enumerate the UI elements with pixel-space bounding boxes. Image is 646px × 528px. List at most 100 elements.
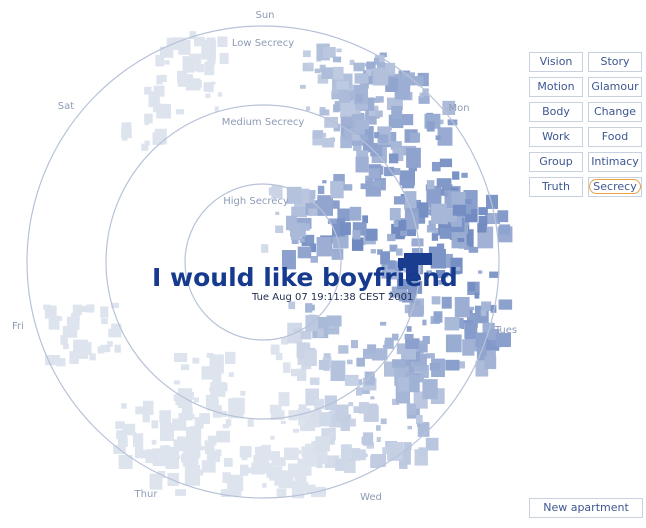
square	[388, 153, 399, 164]
square	[219, 52, 229, 64]
square	[208, 442, 214, 450]
button-label: Truth	[542, 180, 570, 193]
square	[462, 339, 475, 356]
square	[199, 412, 210, 424]
category-button[interactable]: Work	[529, 127, 583, 147]
square	[318, 359, 330, 370]
square	[338, 345, 349, 354]
category-button[interactable]: Story	[588, 52, 642, 72]
square	[144, 140, 150, 146]
square	[207, 435, 217, 446]
square	[301, 234, 315, 247]
square	[217, 36, 228, 48]
square	[452, 204, 467, 216]
square	[117, 438, 128, 447]
square	[435, 269, 446, 279]
square	[437, 127, 453, 146]
square	[336, 81, 349, 90]
square	[283, 362, 291, 373]
square	[349, 59, 355, 66]
square	[435, 135, 441, 141]
square	[332, 66, 344, 80]
square	[156, 74, 167, 83]
square	[393, 196, 406, 205]
square	[180, 364, 190, 371]
square	[251, 462, 265, 475]
square	[45, 354, 61, 366]
square	[305, 303, 313, 313]
new-button[interactable]: New apartment	[529, 498, 643, 518]
square	[455, 266, 461, 271]
square	[177, 74, 194, 87]
square	[379, 52, 387, 58]
category-button[interactable]: Food	[588, 127, 642, 147]
category-button[interactable]: Group	[529, 152, 583, 172]
square	[220, 489, 232, 498]
category-button[interactable]: Truth	[529, 177, 583, 197]
square	[302, 50, 311, 58]
square	[275, 352, 283, 361]
square	[328, 431, 335, 440]
square	[444, 273, 449, 278]
square	[410, 132, 421, 143]
square	[214, 106, 219, 112]
square	[416, 415, 423, 425]
square	[422, 379, 438, 400]
inner-ring	[184, 183, 342, 341]
square	[201, 366, 213, 380]
square	[284, 447, 299, 460]
category-button[interactable]: Vision	[529, 52, 583, 72]
category-button[interactable]: Change	[588, 102, 642, 122]
square	[396, 248, 403, 256]
square	[426, 270, 433, 276]
category-button[interactable]: Motion	[529, 77, 583, 97]
category-button[interactable]: Secrecy	[588, 177, 642, 197]
square	[314, 68, 321, 74]
square	[194, 417, 204, 429]
square	[430, 248, 446, 269]
square	[436, 243, 445, 250]
square	[356, 150, 369, 163]
square	[152, 107, 159, 113]
square	[216, 430, 231, 443]
square	[317, 328, 324, 338]
square	[176, 455, 181, 460]
square	[407, 375, 420, 393]
square	[431, 203, 447, 224]
square	[370, 249, 376, 254]
square	[308, 489, 314, 495]
square	[467, 308, 473, 314]
square	[247, 467, 254, 474]
square	[327, 218, 337, 224]
square	[475, 332, 487, 347]
square	[398, 297, 404, 302]
square	[101, 318, 108, 325]
square	[207, 84, 214, 92]
square	[122, 423, 136, 436]
square	[376, 436, 381, 443]
square	[417, 202, 429, 218]
square	[352, 449, 366, 461]
button-label: Food	[601, 130, 629, 143]
category-button[interactable]: Body	[529, 102, 583, 122]
square	[173, 353, 188, 363]
square	[260, 462, 272, 474]
square	[164, 445, 169, 451]
square	[253, 455, 262, 467]
category-button[interactable]: Intimacy	[588, 152, 642, 172]
square	[60, 335, 68, 345]
square	[312, 130, 324, 139]
square	[48, 315, 60, 330]
square	[343, 129, 359, 140]
square	[316, 460, 323, 469]
day-label: Mon	[448, 103, 469, 114]
square	[378, 134, 389, 144]
square	[142, 400, 154, 415]
square	[384, 337, 394, 349]
ring-label: Medium Secrecy	[222, 117, 305, 128]
square	[490, 304, 497, 313]
square	[323, 47, 336, 58]
square	[391, 105, 403, 120]
square	[210, 81, 216, 85]
category-button[interactable]: Glamour	[588, 77, 642, 97]
